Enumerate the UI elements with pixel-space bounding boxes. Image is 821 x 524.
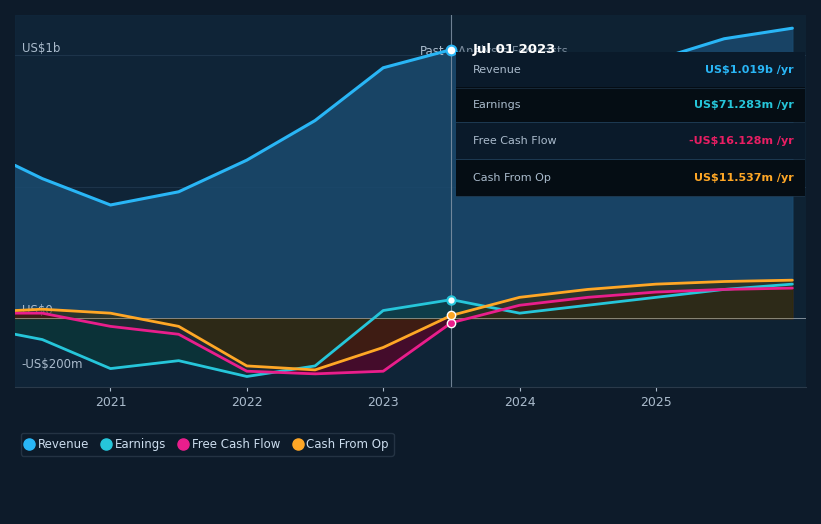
Text: Earnings: Earnings (473, 100, 521, 110)
Text: Cash From Op: Cash From Op (473, 173, 551, 183)
Text: Revenue: Revenue (473, 64, 522, 74)
Legend: Revenue, Earnings, Free Cash Flow, Cash From Op: Revenue, Earnings, Free Cash Flow, Cash … (21, 433, 394, 455)
Text: US$0: US$0 (22, 304, 53, 317)
Text: US$11.537m /yr: US$11.537m /yr (695, 173, 794, 183)
Text: -US$200m: -US$200m (22, 358, 83, 371)
Text: Free Cash Flow: Free Cash Flow (473, 136, 557, 146)
FancyBboxPatch shape (456, 160, 805, 196)
Text: Analysts Forecasts: Analysts Forecasts (458, 46, 568, 58)
Text: Past: Past (420, 46, 445, 58)
Text: US$1b: US$1b (22, 41, 60, 54)
FancyBboxPatch shape (456, 124, 805, 159)
Text: US$71.283m /yr: US$71.283m /yr (695, 100, 794, 110)
FancyBboxPatch shape (456, 52, 805, 88)
Text: US$1.019b /yr: US$1.019b /yr (705, 64, 794, 74)
Bar (15, 15, 452, 387)
Text: Jul 01 2023: Jul 01 2023 (473, 43, 557, 56)
FancyBboxPatch shape (456, 86, 805, 123)
Text: -US$16.128m /yr: -US$16.128m /yr (690, 136, 794, 146)
